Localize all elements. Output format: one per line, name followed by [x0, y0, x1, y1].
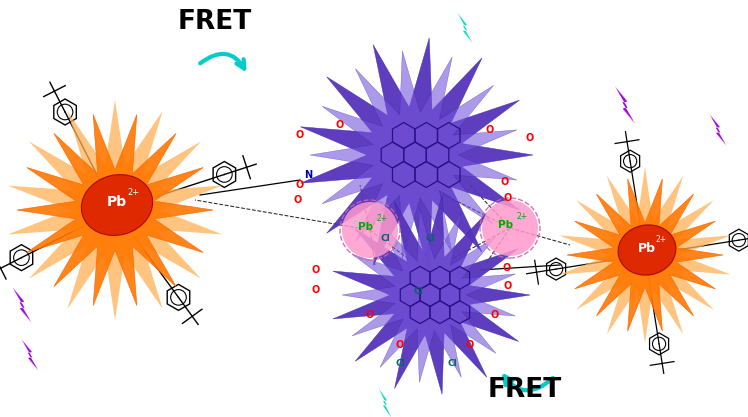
Polygon shape	[560, 167, 731, 343]
Text: O: O	[504, 281, 512, 291]
Polygon shape	[22, 339, 38, 371]
Circle shape	[482, 200, 538, 256]
Polygon shape	[458, 13, 473, 43]
Text: O: O	[294, 195, 302, 205]
Text: Pb: Pb	[358, 222, 373, 232]
Polygon shape	[310, 51, 517, 259]
Text: 2+: 2+	[655, 234, 666, 244]
Polygon shape	[378, 389, 391, 417]
Polygon shape	[711, 116, 726, 144]
Text: Cl: Cl	[380, 234, 390, 243]
Text: O: O	[504, 193, 512, 203]
Text: FRET: FRET	[488, 377, 562, 403]
Text: N: N	[304, 170, 312, 180]
Polygon shape	[567, 179, 723, 331]
Polygon shape	[616, 88, 634, 122]
Text: O: O	[503, 263, 511, 273]
Text: FRET: FRET	[178, 9, 252, 35]
Text: Cl: Cl	[447, 359, 457, 367]
Polygon shape	[615, 86, 635, 124]
Text: O: O	[366, 310, 374, 320]
Text: Cl: Cl	[413, 287, 423, 296]
Text: O: O	[296, 180, 304, 190]
Polygon shape	[22, 341, 37, 369]
Text: O: O	[396, 340, 404, 350]
Ellipse shape	[82, 175, 153, 236]
Text: O: O	[501, 177, 509, 187]
Polygon shape	[7, 100, 222, 320]
Text: O: O	[312, 265, 320, 275]
Text: 2+: 2+	[516, 211, 527, 221]
Ellipse shape	[618, 225, 676, 275]
Text: O: O	[491, 310, 499, 320]
Text: O: O	[296, 130, 304, 140]
Polygon shape	[13, 287, 31, 323]
Circle shape	[342, 202, 398, 258]
Text: O: O	[466, 340, 474, 350]
Polygon shape	[333, 196, 530, 394]
Polygon shape	[301, 38, 533, 272]
Text: Cl: Cl	[425, 234, 435, 243]
Polygon shape	[13, 289, 31, 321]
Text: O: O	[526, 133, 534, 143]
Text: O: O	[486, 125, 494, 135]
Text: Pb: Pb	[498, 220, 514, 230]
Text: Cl: Cl	[395, 359, 405, 367]
Text: 2+: 2+	[376, 214, 387, 223]
Text: O: O	[336, 120, 344, 130]
Polygon shape	[342, 208, 515, 382]
Text: Pb: Pb	[638, 241, 656, 254]
Text: 2+: 2+	[127, 188, 139, 196]
Text: Pb: Pb	[107, 195, 127, 209]
Polygon shape	[17, 114, 213, 306]
Polygon shape	[710, 114, 726, 146]
Text: O: O	[312, 285, 320, 295]
